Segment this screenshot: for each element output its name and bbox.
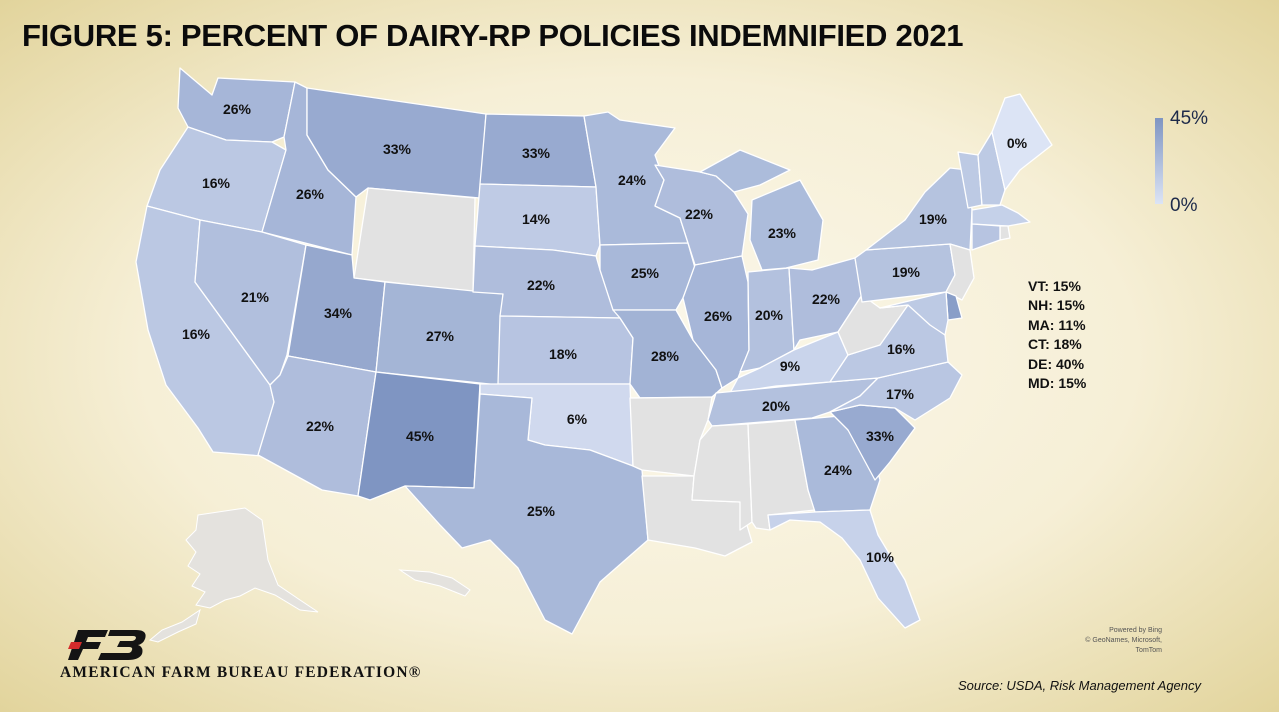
- label-NC: 17%: [886, 386, 915, 402]
- label-CA: 16%: [182, 326, 211, 342]
- label-OK: 6%: [567, 411, 588, 427]
- legend-min-label: 0%: [1170, 195, 1198, 216]
- label-OR: 16%: [202, 175, 231, 191]
- label-NY: 19%: [919, 211, 948, 227]
- small-state-entry: MA: 11%: [1028, 316, 1086, 333]
- map-attribution: Powered by Bing © GeoNames, Microsoft, T…: [1080, 626, 1162, 656]
- state-TX: [404, 393, 649, 635]
- legend-max-label: 45%: [1170, 108, 1209, 129]
- state-RI: [999, 225, 1011, 241]
- label-ME: 0%: [1007, 135, 1028, 151]
- label-SD: 14%: [522, 211, 551, 227]
- label-NM: 45%: [406, 428, 435, 444]
- label-MI: 23%: [768, 225, 797, 241]
- label-IL: 26%: [704, 308, 733, 324]
- label-TN: 20%: [762, 398, 791, 414]
- label-AZ: 22%: [306, 418, 335, 434]
- label-WI: 22%: [685, 206, 714, 222]
- state-NH: [977, 131, 1006, 206]
- label-IA: 25%: [631, 265, 660, 281]
- label-MT: 33%: [383, 141, 412, 157]
- state-ME: [991, 93, 1053, 191]
- label-FL: 10%: [866, 549, 895, 565]
- label-NE: 22%: [527, 277, 556, 293]
- label-KY: 9%: [780, 358, 801, 374]
- state-NV: [194, 219, 307, 386]
- label-GA: 24%: [824, 462, 853, 478]
- label-UT: 34%: [324, 305, 353, 321]
- state-AK: [185, 507, 319, 613]
- label-SC: 33%: [866, 428, 895, 444]
- label-KS: 18%: [549, 346, 578, 362]
- attribution-powered-by: Powered by Bing: [1109, 627, 1162, 634]
- state-WA: [177, 67, 296, 143]
- state-MD: [879, 291, 949, 336]
- label-WA: 26%: [223, 101, 252, 117]
- small-state-entry: NH: 15%: [1028, 297, 1085, 314]
- label-TX: 25%: [527, 503, 556, 519]
- label-MN: 24%: [618, 172, 647, 188]
- state-MA: [971, 204, 1031, 227]
- label-NV: 21%: [241, 289, 270, 305]
- small-state-entry: DE: 40%: [1028, 355, 1085, 372]
- small-state-entry: VT: 15%: [1028, 278, 1081, 294]
- state-MI-upper: [699, 149, 791, 193]
- state-MI: [749, 179, 824, 271]
- label-OH: 22%: [812, 291, 841, 307]
- small-state-entry: MD: 15%: [1028, 375, 1087, 392]
- state-CT: [971, 223, 1001, 251]
- map-title: FIGURE 5: PERCENT OF DAIRY-RP POLICIES I…: [22, 18, 964, 53]
- small-states-list: VT: 15% NH: 15% MA: 11% CT: 18% DE: 40% …: [1028, 277, 1086, 393]
- state-IL: [682, 255, 750, 389]
- state-NJ: [945, 243, 975, 301]
- source-note: Source: USDA, Risk Management Agency: [958, 678, 1202, 693]
- label-CO: 27%: [426, 328, 455, 344]
- attribution-credits: © GeoNames, Microsoft, TomTom: [1085, 637, 1162, 654]
- small-state-entry: CT: 18%: [1028, 336, 1082, 353]
- label-ID: 26%: [296, 186, 325, 202]
- label-IN: 20%: [755, 307, 784, 323]
- state-AK-southeast: [398, 569, 471, 597]
- label-ND: 33%: [522, 145, 551, 161]
- label-VA: 16%: [887, 341, 916, 357]
- state-AK-islands: [148, 608, 201, 643]
- label-PA: 19%: [892, 264, 921, 280]
- state-FL: [767, 509, 921, 629]
- color-scale-bar: [1155, 118, 1163, 204]
- label-MO: 28%: [651, 348, 680, 364]
- farm-bureau-logo-icon: FB: [68, 630, 146, 660]
- organization-name: AMERICAN FARM BUREAU FEDERATION®: [60, 664, 422, 681]
- state-WY: [353, 187, 476, 293]
- state-NY: [865, 167, 973, 251]
